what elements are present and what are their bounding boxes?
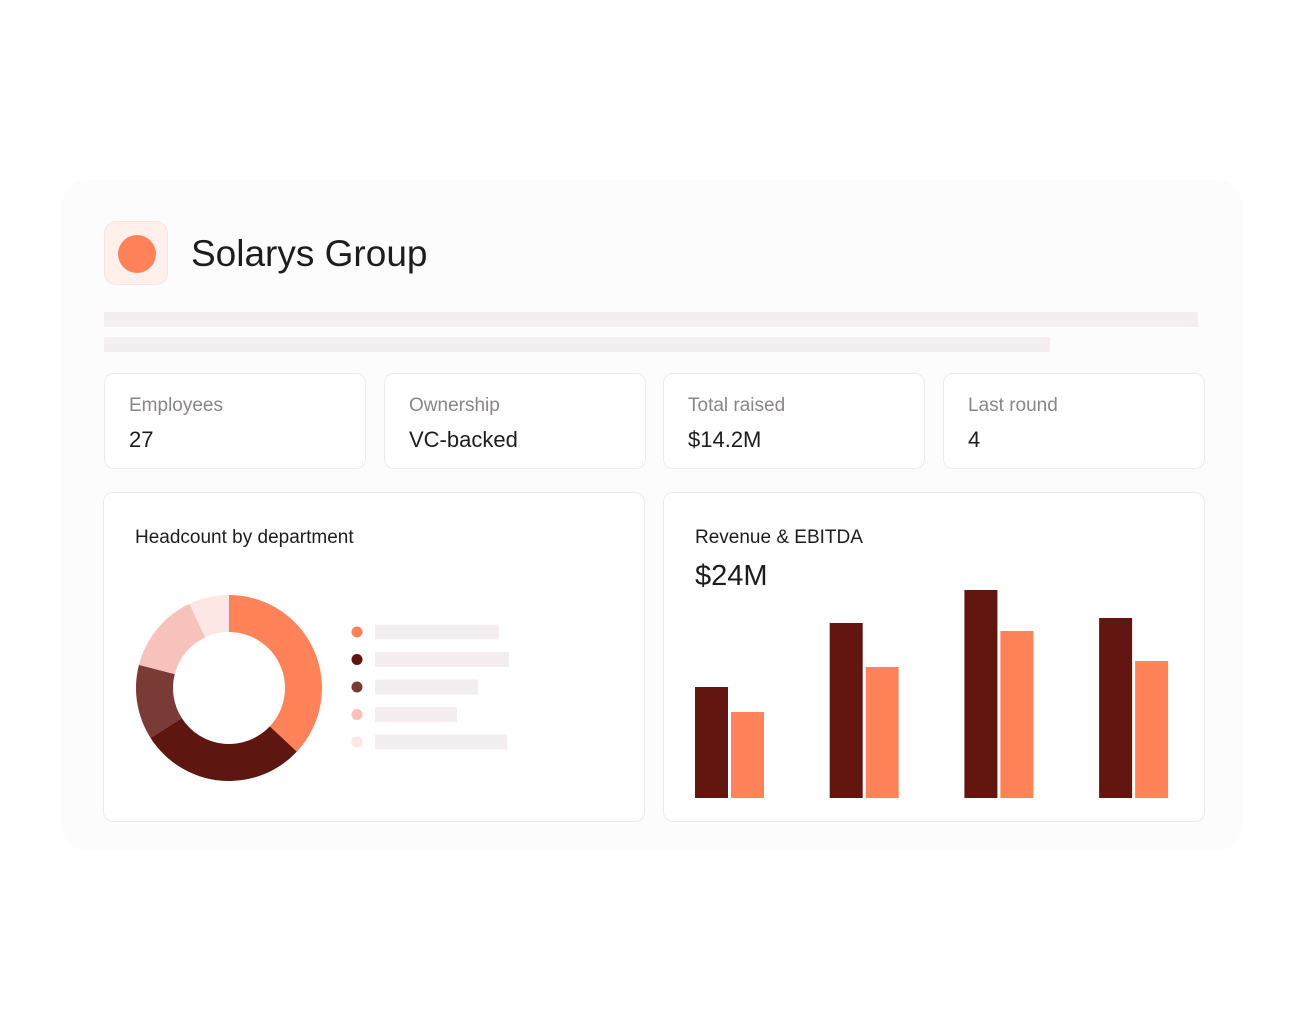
- stat-label: Total raised: [688, 395, 786, 416]
- bar: [829, 623, 863, 798]
- bar: [695, 687, 728, 798]
- donut-segment: [138, 603, 206, 675]
- donut-segment: [189, 595, 229, 638]
- donut-segment: [229, 595, 322, 752]
- bar: [964, 590, 998, 798]
- legend-placeholder: [375, 679, 478, 695]
- legend-dot: [351, 709, 363, 720]
- bar-panel: Revenue & EBITDA $24M: [663, 492, 1205, 822]
- headline-value: $24M: [695, 560, 768, 592]
- stat-card: Last round 4: [943, 373, 1205, 469]
- legend-placeholder: [375, 624, 499, 640]
- stat-value: VC-backed: [409, 427, 518, 452]
- stat-value: 4: [968, 427, 981, 452]
- text-placeholder: [104, 312, 1198, 327]
- company-logo: [104, 221, 168, 285]
- stat-value: $14.2M: [688, 427, 762, 452]
- stat-value: 27: [129, 427, 154, 452]
- chart-title: Revenue & EBITDA: [695, 527, 863, 548]
- legend-dot: [351, 736, 363, 748]
- stat-card: Ownership VC-backed: [384, 373, 646, 469]
- chart-title: Headcount by department: [135, 527, 354, 548]
- legend-dot: [351, 654, 363, 665]
- company-name: Solarys Group: [191, 233, 428, 274]
- donut-panel: Headcount by department: [103, 492, 645, 822]
- donut-segment: [136, 664, 182, 738]
- text-placeholder: [104, 337, 1050, 352]
- stat-card: Employees 27: [104, 373, 366, 469]
- donut-chart: [136, 595, 509, 781]
- bar: [865, 667, 899, 798]
- bar: [1135, 661, 1169, 798]
- stat-label: Ownership: [409, 395, 500, 416]
- stat-label: Employees: [129, 395, 223, 416]
- legend-placeholder: [375, 734, 507, 750]
- legend-dot: [351, 626, 363, 638]
- bar: [731, 712, 764, 798]
- bar: [1000, 631, 1034, 798]
- stat-card: Total raised $14.2M: [663, 373, 925, 469]
- legend-dot: [351, 681, 363, 693]
- stat-label: Last round: [968, 395, 1058, 416]
- bar: [1099, 618, 1133, 798]
- donut-segment: [150, 718, 297, 781]
- legend-placeholder: [375, 652, 509, 667]
- bar-chart: [695, 590, 1169, 798]
- legend-placeholder: [375, 707, 457, 722]
